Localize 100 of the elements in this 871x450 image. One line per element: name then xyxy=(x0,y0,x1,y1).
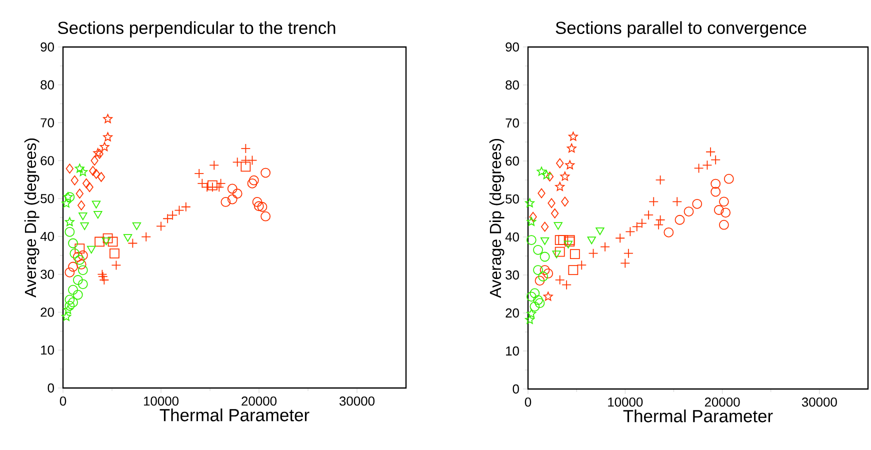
point xyxy=(257,202,268,212)
point xyxy=(64,267,75,278)
point xyxy=(714,205,724,215)
point xyxy=(64,217,74,226)
point xyxy=(526,235,536,245)
point xyxy=(247,178,258,188)
point xyxy=(546,172,554,182)
point xyxy=(90,156,98,166)
point xyxy=(78,265,88,276)
point xyxy=(62,312,72,321)
point xyxy=(92,168,100,179)
point xyxy=(74,164,84,173)
point xyxy=(561,196,569,207)
point xyxy=(555,182,565,191)
point xyxy=(526,308,536,318)
y-tick-label: 50 xyxy=(40,194,54,204)
point xyxy=(76,260,86,270)
x-tick-label: 0 xyxy=(524,398,532,407)
point xyxy=(560,172,570,181)
point xyxy=(548,198,556,208)
point xyxy=(554,235,565,245)
point xyxy=(80,222,89,230)
point xyxy=(70,175,78,186)
point xyxy=(554,246,565,257)
y-tick-label: 10 xyxy=(506,346,519,356)
point xyxy=(74,244,85,254)
y-tick-label: 30 xyxy=(40,270,54,279)
point xyxy=(260,168,271,178)
point xyxy=(108,236,118,247)
point xyxy=(248,175,259,186)
x-tick-label: 0 xyxy=(60,396,66,406)
y-tick-label: 70 xyxy=(40,118,54,128)
point xyxy=(556,158,564,168)
point xyxy=(64,226,75,237)
point xyxy=(63,192,73,202)
point xyxy=(123,234,132,242)
x-tick-label: 20000 xyxy=(704,398,740,407)
x-tick-label: 10000 xyxy=(144,396,179,406)
point xyxy=(538,272,548,282)
point xyxy=(63,304,73,314)
point xyxy=(543,292,553,301)
point xyxy=(93,148,103,158)
point xyxy=(525,198,534,208)
point xyxy=(96,148,104,159)
point xyxy=(568,265,578,275)
point xyxy=(558,235,568,245)
point xyxy=(534,276,545,286)
point xyxy=(132,222,142,230)
point xyxy=(62,198,72,208)
point xyxy=(540,265,550,275)
point xyxy=(97,172,106,182)
point xyxy=(72,275,83,285)
y-tick-label: 20 xyxy=(506,308,519,318)
point xyxy=(596,227,604,236)
y-tick-label: 60 xyxy=(506,156,519,166)
point xyxy=(533,244,543,255)
y-tick-label: 20 xyxy=(40,308,54,317)
point xyxy=(86,182,94,192)
point xyxy=(260,211,271,222)
point xyxy=(526,216,536,226)
point xyxy=(72,290,83,300)
point xyxy=(78,279,88,290)
point xyxy=(76,188,84,199)
point xyxy=(103,114,113,124)
point xyxy=(220,197,231,207)
y-tick-label: 80 xyxy=(506,80,519,90)
point xyxy=(64,192,75,202)
y-tick-label: 70 xyxy=(506,118,519,128)
x-axis-title: Thermal Parameter xyxy=(160,408,310,422)
point xyxy=(674,214,685,225)
point xyxy=(102,233,113,244)
point xyxy=(68,284,78,295)
y-tick-label: 0 xyxy=(48,383,54,393)
point xyxy=(564,240,573,248)
point xyxy=(710,178,721,189)
point xyxy=(718,196,729,207)
point xyxy=(540,222,549,232)
point xyxy=(103,132,113,142)
point xyxy=(724,174,734,184)
point xyxy=(86,246,96,254)
point xyxy=(720,208,731,218)
point xyxy=(526,292,536,302)
point xyxy=(110,248,120,258)
point xyxy=(552,250,561,258)
x-tick-label: 20000 xyxy=(242,396,277,406)
x-tick-label: 30000 xyxy=(802,398,837,407)
y-axis-title: Average Dip (degrees) xyxy=(24,138,40,298)
point xyxy=(530,302,540,312)
y-tick-label: 90 xyxy=(40,42,54,52)
point xyxy=(94,236,105,247)
y-tick-label: 90 xyxy=(506,42,519,52)
point xyxy=(78,200,86,210)
point xyxy=(232,188,242,199)
point xyxy=(66,164,74,174)
point xyxy=(664,227,674,238)
point xyxy=(227,194,238,204)
point xyxy=(566,143,576,153)
point xyxy=(533,265,543,275)
point xyxy=(554,222,562,230)
point xyxy=(252,197,262,207)
